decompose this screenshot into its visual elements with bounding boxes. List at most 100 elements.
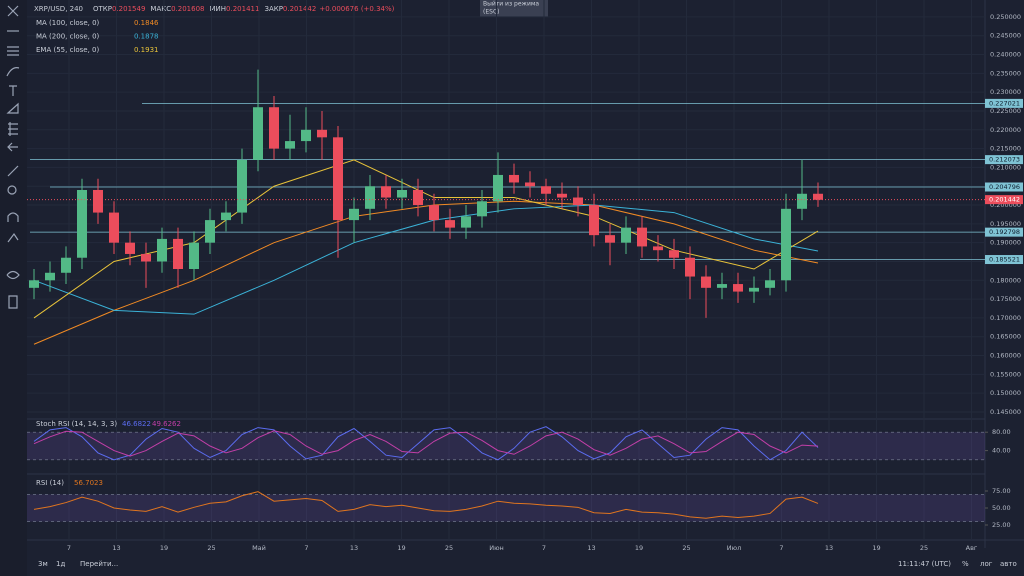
open-value: 0.201549: [112, 5, 145, 13]
indicator-name: MA (200, close, 0): [36, 33, 100, 41]
level-label-box: [985, 98, 1023, 108]
y-tick-label: 0.150000: [990, 389, 1021, 397]
candle-body: [45, 272, 55, 281]
x-tick-label: 13: [825, 544, 833, 552]
y-tick-label: 0.215000: [990, 145, 1021, 153]
candle-body: [477, 201, 487, 217]
y-tick-label: 0.155000: [990, 370, 1021, 378]
tool-icons[interactable]: [6, 5, 20, 309]
indicator-name: EMA (55, close, 0): [36, 46, 99, 54]
y-tick-label: 0.175000: [990, 295, 1021, 303]
range-button[interactable]: 1д: [56, 560, 65, 568]
open-label: ОТКР: [93, 5, 112, 13]
level-label: 0.227021: [989, 99, 1020, 107]
candle-body: [445, 220, 455, 228]
candle-body: [317, 129, 327, 138]
x-tick-label: 25: [682, 544, 690, 552]
high-label: МАКС: [150, 5, 171, 13]
eye-tool[interactable]: [6, 270, 20, 280]
y-tick-label: 75.00: [992, 487, 1011, 495]
indicator-name: MA (100, close, 0): [36, 19, 100, 27]
x-tick-label: 25: [920, 544, 928, 552]
x-tick-label: Июл: [727, 544, 742, 552]
channel-tool[interactable]: [7, 46, 19, 56]
candle-body: [605, 235, 615, 243]
candle-body: [189, 242, 199, 270]
log-button[interactable]: лог: [980, 560, 993, 568]
y-tick-label: 0.220000: [990, 126, 1021, 134]
candle-body: [205, 220, 215, 243]
x-tick-label: 25: [207, 544, 215, 552]
x-tick-label: 13: [587, 544, 595, 552]
last-price-label: 0.201442: [989, 196, 1020, 204]
auto-button[interactable]: авто: [1000, 560, 1017, 568]
lock-tool[interactable]: [7, 232, 19, 243]
x-tick-label: 7: [304, 544, 308, 552]
magnet-tool[interactable]: [7, 212, 19, 222]
fib-tool[interactable]: [8, 122, 18, 136]
candle-body: [301, 129, 311, 142]
pattern-tool[interactable]: [6, 102, 19, 114]
candle-body: [125, 242, 135, 254]
y-tick-label: 50.00: [992, 504, 1011, 512]
trash-tool[interactable]: [8, 295, 18, 309]
percent-button[interactable]: %: [962, 560, 969, 568]
tooltip-text: (ESC): [483, 9, 499, 16]
x-tick-label: 19: [872, 544, 880, 552]
y-tick-label: 0.250000: [990, 13, 1021, 21]
band: [27, 494, 985, 522]
high-value: 0.201608: [171, 5, 204, 13]
y-tick-label: 0.160000: [990, 352, 1021, 360]
text-tool[interactable]: [9, 85, 17, 96]
goto-button[interactable]: Перейти...: [80, 560, 118, 568]
header: XRP/USD, 240 ОТКР0.201549 МАКС0.201608 МИН0…: [34, 5, 395, 13]
y-tick-label: 0.235000: [990, 69, 1021, 77]
indicator-value: 0.1931: [134, 46, 159, 54]
candle-body: [109, 212, 119, 243]
range-button[interactable]: 3м: [38, 560, 48, 568]
y-tick-label: 0.210000: [990, 163, 1021, 171]
y-tick-label: 0.190000: [990, 239, 1021, 247]
indicator-value: 46.6822: [122, 420, 151, 428]
candle-body: [573, 197, 583, 206]
candle-body: [413, 190, 423, 206]
level-label-box: [985, 182, 1023, 192]
candle-body: [621, 227, 631, 243]
x-tick-label: 7: [67, 544, 71, 552]
y-tick-label: 0.245000: [990, 32, 1021, 40]
level-label-box: [985, 227, 1023, 237]
ruler-tool[interactable]: [7, 165, 19, 177]
symbol[interactable]: XRP/USD, 240: [34, 5, 83, 13]
candle-body: [253, 107, 263, 160]
candle-body: [141, 253, 151, 262]
y-tick-label: 40.00: [992, 447, 1011, 455]
candle-body: [733, 284, 743, 292]
candle-body: [173, 238, 183, 270]
x-tick-label: Авг: [966, 544, 978, 552]
curve-tool[interactable]: [6, 67, 20, 77]
x-tick-label: Май: [252, 544, 266, 552]
y-tick-label: 0.240000: [990, 51, 1021, 59]
level-label: 0.192798: [989, 228, 1020, 236]
candle-body: [429, 205, 439, 221]
y-tick-label: 0.145000: [990, 408, 1021, 416]
low-label: МИН: [210, 5, 227, 13]
x-tick-label: 7: [779, 544, 783, 552]
level-label: 0.185521: [989, 256, 1020, 264]
low-value: 0.201411: [226, 5, 259, 13]
cursor-tool[interactable]: [7, 5, 19, 17]
y-tick-label: 25.00: [992, 521, 1011, 529]
change-value: +0.000676 (+0.34%): [319, 5, 394, 13]
level-label: 0.204796: [989, 183, 1020, 191]
candle-body: [29, 280, 39, 288]
y-tick-label: 0.180000: [990, 276, 1021, 284]
candle-body: [365, 186, 375, 209]
y-tick-label: 80.00: [992, 428, 1011, 436]
close-label: ЗАКР: [264, 5, 282, 13]
back-tool[interactable]: [7, 142, 18, 152]
clock: 11:11:47 (UTC): [898, 560, 951, 568]
zoom-tool[interactable]: [7, 185, 17, 195]
candle-body: [717, 284, 727, 288]
stoch-line: [33, 426, 819, 461]
